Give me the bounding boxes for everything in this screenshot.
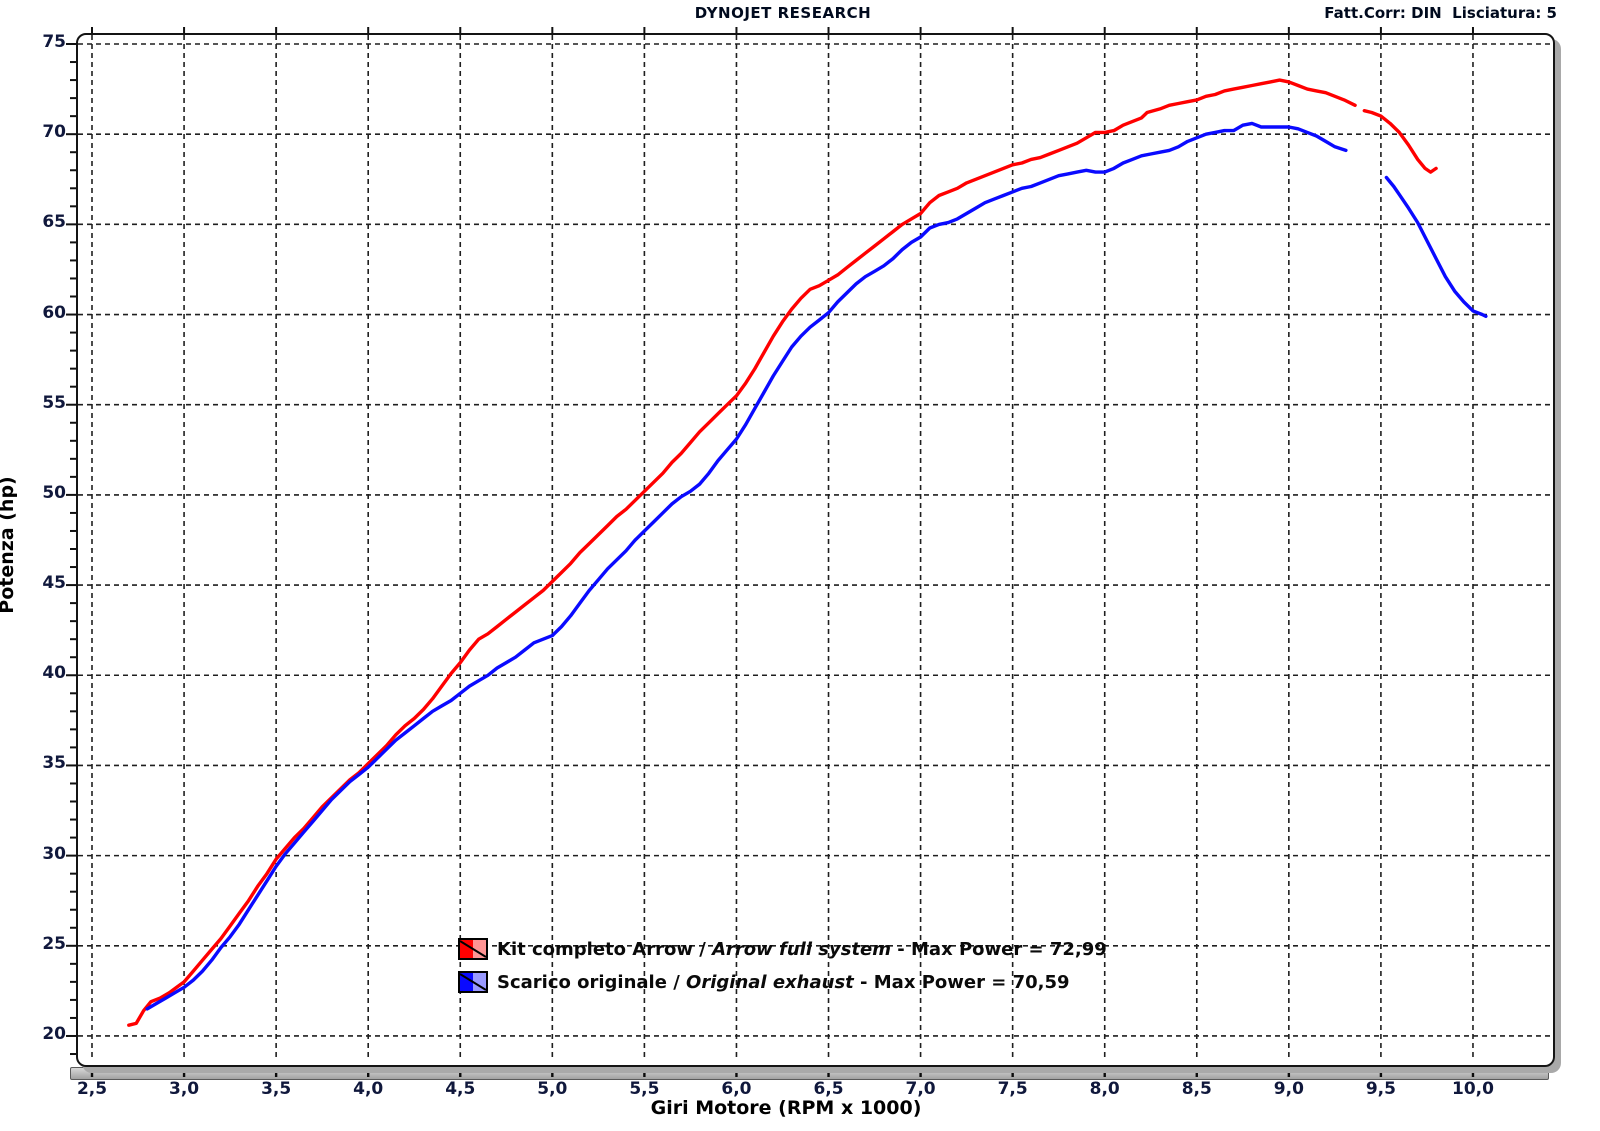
correction-factor-text: Fatt.Corr: DIN Lisciatura: 5 (1324, 4, 1557, 22)
x-tick-label: 4,5 (445, 1079, 476, 1099)
legend-label-arrow-kit: Kit completo Arrow / Arrow full system -… (497, 938, 1107, 960)
x-axis-title: Giri Motore (RPM x 1000) (650, 1097, 922, 1119)
y-tick-label: 65 (42, 212, 66, 233)
x-tick-label: 3,5 (261, 1079, 292, 1099)
y-tick-label: 60 (42, 302, 66, 323)
x-tick-label: 10,0 (1451, 1079, 1494, 1099)
x-tick-label: 4,0 (353, 1079, 384, 1099)
y-tick-label: 70 (42, 122, 66, 143)
legend-swatch-original-exhaust-icon (458, 971, 488, 993)
original-exhaust-curve (145, 121, 1488, 1011)
y-tick-label: 25 (42, 933, 66, 954)
y-tick-label: 45 (42, 573, 66, 594)
y-tick-label: 75 (42, 32, 66, 52)
x-tick-label: 5,5 (629, 1079, 660, 1099)
legend-swatch-arrow-kit-icon (458, 938, 488, 960)
y-tick-label: 50 (42, 482, 66, 503)
legend-item-original-exhaust: Scarico originale / Original exhaust - M… (458, 971, 1107, 993)
y-tick-label: 30 (42, 843, 66, 864)
legend: Kit completo Arrow / Arrow full system -… (458, 938, 1107, 1004)
x-tick-label: 3,0 (169, 1079, 200, 1099)
x-tick-label: 6,5 (813, 1079, 844, 1099)
y-tick-label: 55 (42, 392, 66, 413)
x-tick-label: 5,0 (537, 1079, 568, 1099)
y-tick-label: 35 (42, 753, 66, 774)
page-title: DYNOJET RESEARCH (694, 4, 872, 22)
x-gridlines (91, 35, 1474, 1061)
y-tick-label: 40 (42, 663, 66, 684)
x-tick-label: 7,0 (905, 1079, 936, 1099)
top-axis-ticks (91, 27, 1474, 33)
y-axis-ticks (66, 43, 76, 1056)
legend-item-arrow-kit: Kit completo Arrow / Arrow full system -… (458, 938, 1107, 960)
legend-label-original-exhaust: Scarico originale / Original exhaust - M… (497, 971, 1070, 993)
x-tick-label: 8,5 (1181, 1079, 1212, 1099)
x-tick-label: 8,0 (1089, 1079, 1120, 1099)
x-tick-label: 6,0 (721, 1079, 752, 1099)
x-tick-label: 2,5 (76, 1079, 108, 1099)
x-ruler-ticks (90, 1068, 1530, 1077)
x-tick-label: 9,0 (1273, 1079, 1304, 1099)
arrow-full-system-curve (127, 78, 1438, 1027)
y-tick-label: 20 (42, 1023, 66, 1044)
x-tick-label: 9,5 (1365, 1079, 1396, 1099)
y-gridlines (78, 43, 1551, 1037)
x-tick-label: 7,5 (997, 1079, 1028, 1099)
